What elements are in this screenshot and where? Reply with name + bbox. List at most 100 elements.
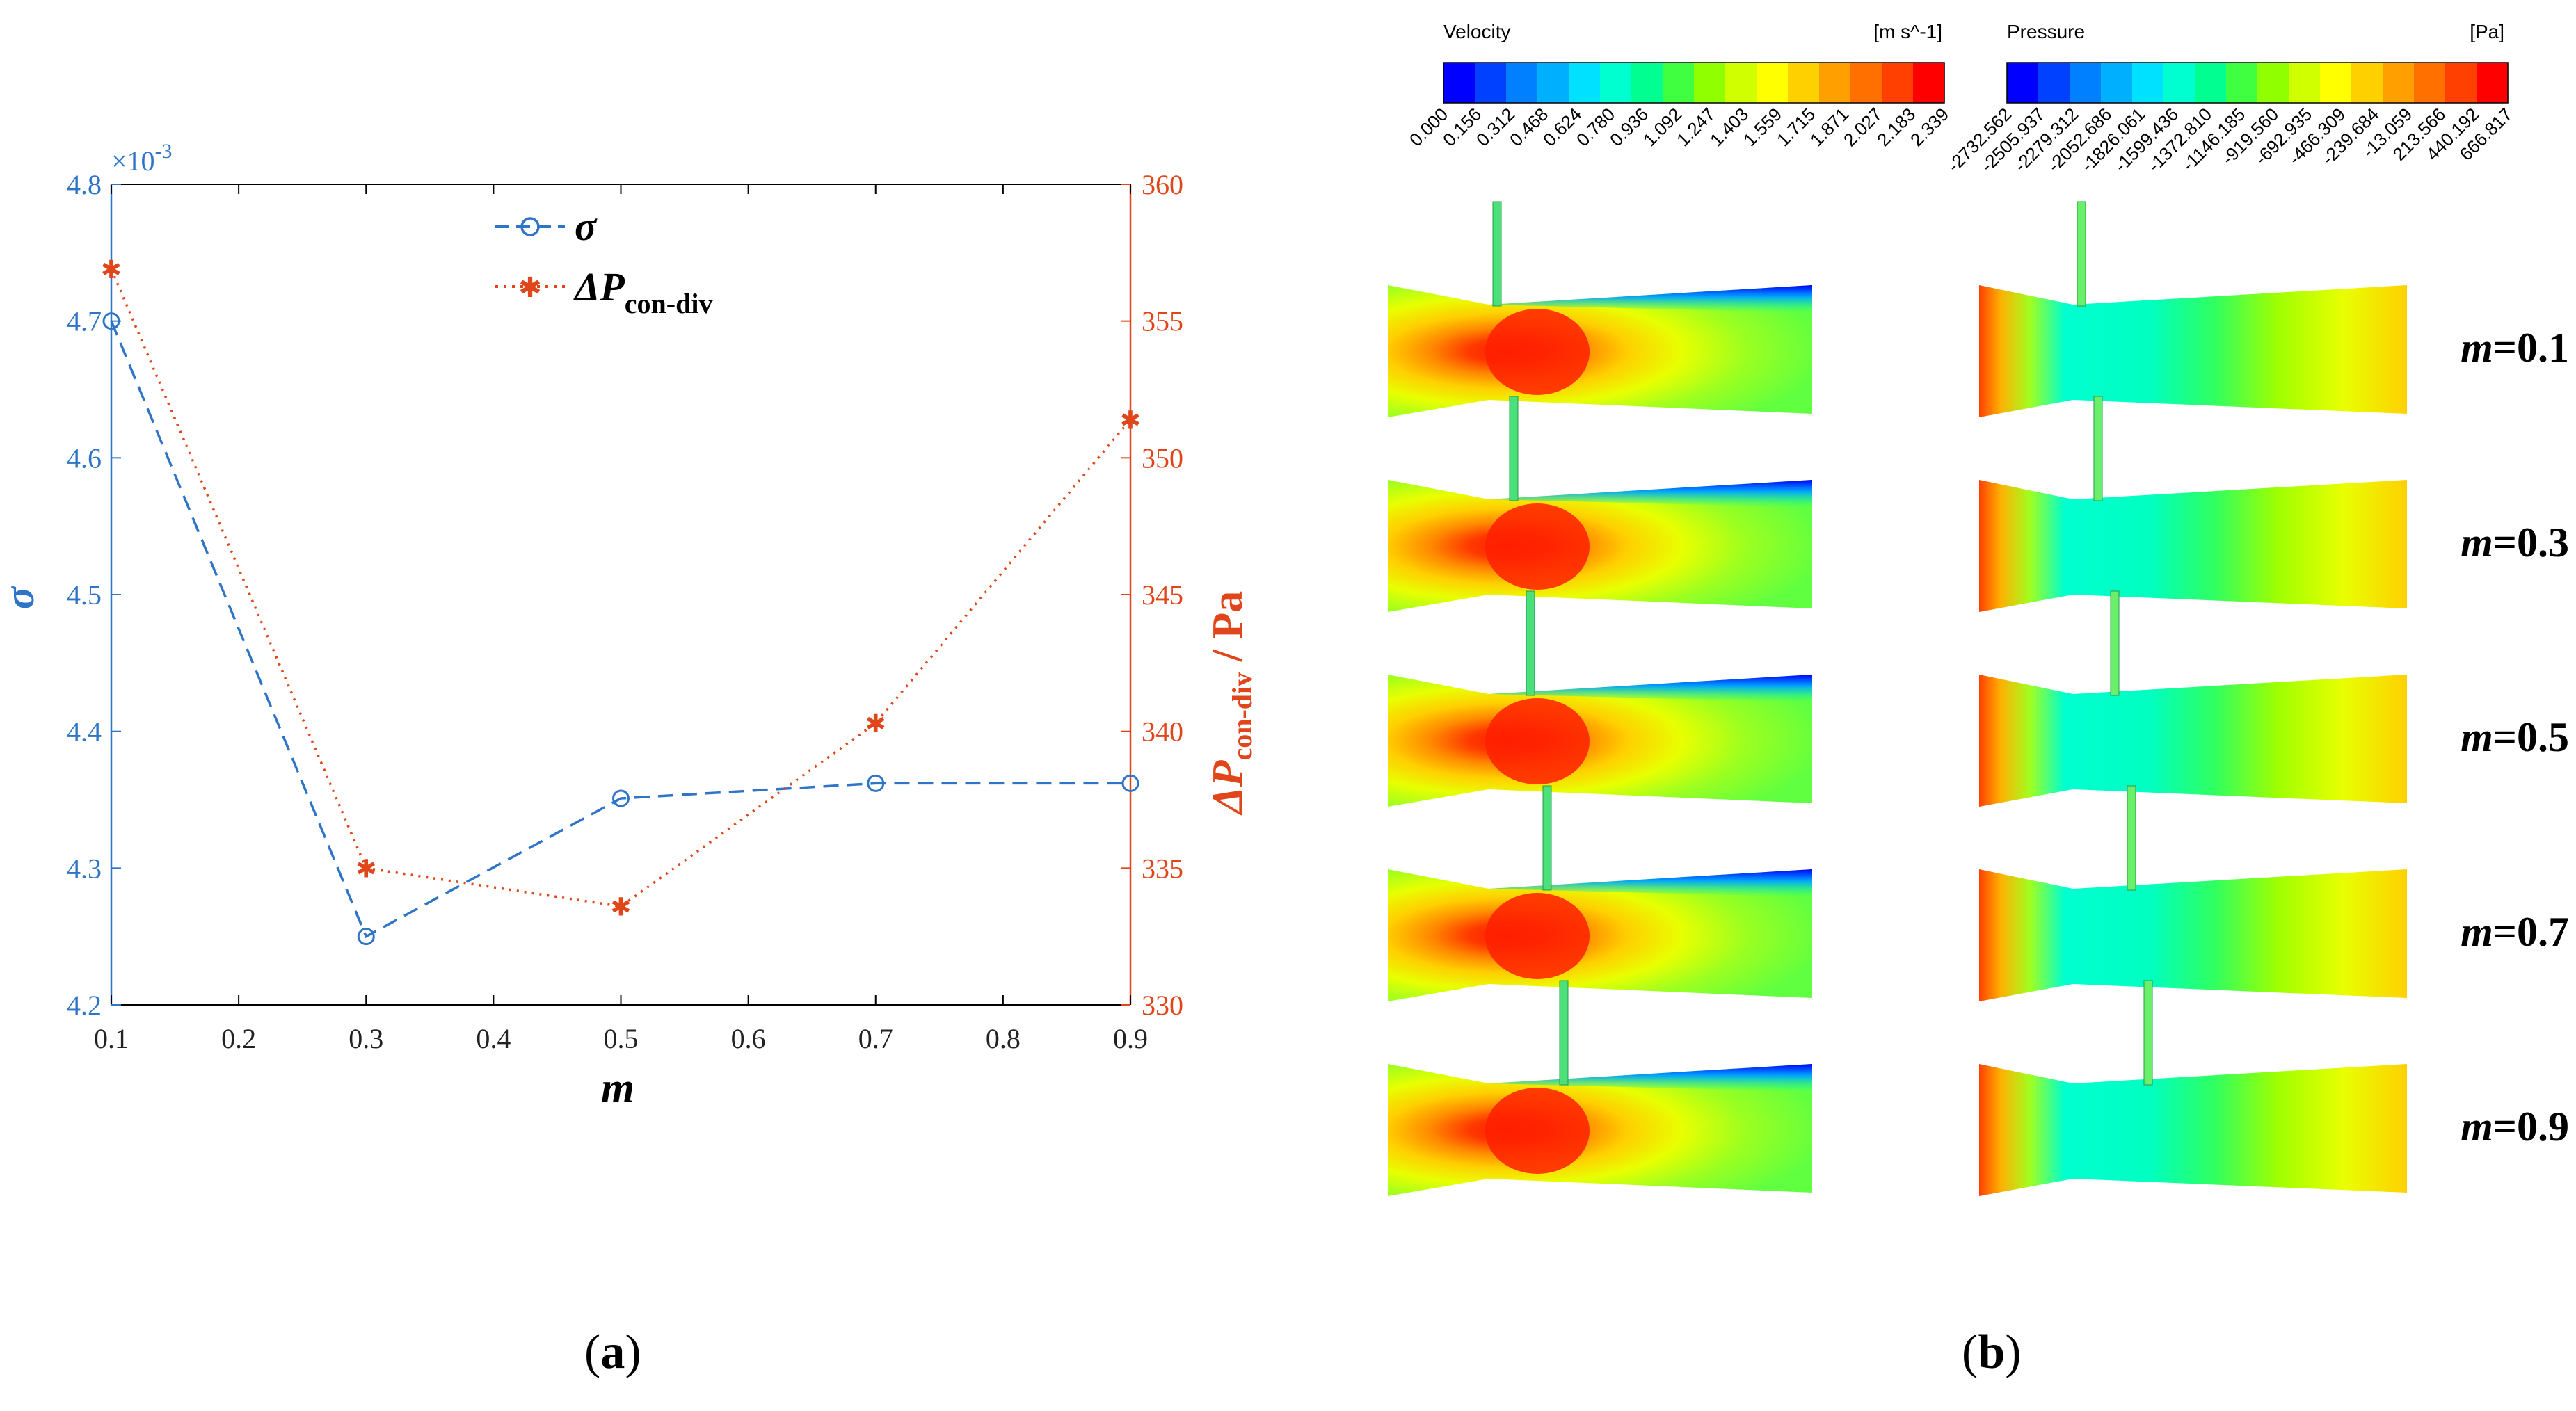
sigma-point (612, 789, 630, 807)
contour-row: m=0.5 (1388, 590, 2569, 807)
case-label-value: =0.9 (2493, 1104, 2569, 1150)
pressure-colorbar-swatch (2445, 63, 2477, 103)
velocity-colorbar-tick-label: 1.871 (1806, 104, 1853, 150)
pressure-colorbar-swatch (2320, 63, 2352, 103)
line-chart: 0.1 0.2 0.3 0.4 0.5 0.6 0.7 0.8 0.9 4.2 4.3 4.4 4.5 4… (0, 140, 1258, 1112)
velocity-colorbar-tick-label: 0.468 (1505, 104, 1552, 150)
velocity-colorbar-tick-label: 0.780 (1572, 104, 1619, 150)
dp-point: ✱ (355, 855, 376, 882)
velocity-colorbar-tick-label: 2.027 (1839, 104, 1886, 150)
x-tick-label: 0.4 (476, 1023, 511, 1054)
velocity-colorbar-swatch (1819, 63, 1851, 103)
dp-point: ✱ (865, 710, 886, 738)
velocity-colorbar-swatch (1600, 63, 1632, 103)
velocity-colorbar-tick-label: 0.936 (1606, 104, 1652, 150)
velocity-colorbar-swatch (1443, 63, 1475, 103)
axis-ticks: 0.1 0.2 0.3 0.4 0.5 0.6 0.7 0.8 0.9 4.2 4.3 4.4 4.5 4… (67, 169, 1183, 1054)
right-y-tick-label: 355 (1142, 306, 1183, 337)
velocity-colorbar-title: Velocity (1443, 21, 1511, 42)
pressure-colorbar-swatch (2351, 63, 2383, 103)
pressure-contour (1979, 675, 2407, 807)
velocity-colorbar-tick-label: 1.403 (1706, 104, 1752, 150)
caption-a: (a) (584, 1325, 641, 1379)
pressure-colorbar: Pressure [Pa] -2732.562-2505.937-2279.31… (1943, 21, 2516, 176)
velocity-contour (1388, 675, 1812, 807)
x-axis-label: m (601, 1065, 634, 1112)
velocity-colorbar-swatch (1537, 63, 1569, 103)
dp-series-line (110, 268, 1132, 908)
pressure-inlet-pipe (2093, 396, 2103, 501)
velocity-colorbar-tick-label: 2.183 (1873, 104, 1919, 150)
left-y-tick-label: 4.8 (67, 169, 102, 200)
pressure-colorbar-border (2006, 62, 2509, 104)
velocity-colorbar-swatch (1725, 63, 1757, 103)
pressure-colorbar-swatch (2163, 63, 2195, 103)
velocity-colorbar-unit: [m s^-1] (1873, 21, 1942, 42)
pressure-colorbar-swatch (2414, 63, 2446, 103)
velocity-colorbar-swatch (1913, 63, 1945, 103)
case-label-value: =0.7 (2493, 909, 2569, 955)
x-tick-label: 0.1 (94, 1023, 129, 1054)
left-y-tick-label: 4.3 (67, 853, 102, 884)
dp-point: ✱ (610, 893, 631, 921)
velocity-colorbar-tick-label: 1.247 (1672, 104, 1719, 150)
velocity-inlet-pipe (1559, 980, 1569, 1086)
pressure-colorbar-title: Pressure (2007, 21, 2085, 42)
right-axis-label: ΔPcon-div / Pa (1204, 591, 1258, 816)
x-tick-label: 0.5 (604, 1023, 639, 1054)
pressure-colorbar-swatch (2038, 63, 2070, 103)
right-y-tick-label: 345 (1142, 579, 1183, 611)
case-label: m=0.9 (2461, 1104, 2569, 1150)
velocity-colorbar-swatch (1788, 63, 1820, 103)
velocity-colorbar-swatch (1631, 63, 1663, 103)
velocity-colorbar-swatch (1475, 63, 1507, 103)
case-label: m=0.5 (2461, 714, 2569, 760)
dp-point: ✱ (1120, 406, 1141, 434)
velocity-colorbar-swatch (1694, 63, 1726, 103)
velocity-colorbar-swatch (1850, 63, 1882, 103)
axis-labels: ×10-3 σ ΔPcon-div / Pa m σ ✱ ΔPcon-div (0, 140, 1258, 1112)
pressure-colorbar-swatch (2257, 63, 2289, 103)
velocity-core (1485, 1088, 1590, 1174)
x-tick-label: 0.2 (221, 1023, 256, 1054)
pressure-colorbar-swatch (2195, 63, 2227, 103)
velocity-colorbar-swatch (1506, 63, 1538, 103)
velocity-wall-layer (1489, 1064, 1812, 1092)
pressure-contour (1979, 1064, 2407, 1196)
velocity-core (1485, 698, 1590, 784)
sigma-point (102, 312, 120, 330)
velocity-inlet-pipe (1492, 201, 1502, 307)
case-label-value: =0.3 (2493, 519, 2569, 565)
pressure-colorbar-swatch (2289, 63, 2321, 103)
case-label-variable: m (2461, 325, 2493, 371)
velocity-core (1485, 503, 1590, 590)
velocity-colorbar-tick-label: 0.156 (1439, 104, 1485, 150)
pressure-contour (1979, 869, 2407, 1001)
x-tick-label: 0.3 (349, 1023, 383, 1054)
velocity-colorbar-tick-label: 0.312 (1472, 104, 1519, 150)
pressure-contour (1979, 480, 2407, 612)
velocity-core (1485, 309, 1590, 395)
pressure-colorbar-swatch (2383, 63, 2415, 103)
left-y-tick-label: 4.5 (67, 579, 102, 611)
caption-b: (b) (1962, 1325, 2022, 1379)
velocity-colorbar-tick-label: 1.715 (1773, 104, 1819, 150)
legend-dp-marker: ✱ (518, 272, 542, 303)
right-y-tick-label: 350 (1142, 442, 1183, 474)
pressure-colorbar-swatch (2070, 63, 2102, 103)
x-tick-label: 0.6 (731, 1023, 766, 1054)
velocity-colorbar-tick-label: 2.339 (1906, 104, 1953, 150)
velocity-colorbar-border (1443, 62, 1945, 104)
velocity-colorbar-ticks: 0.0000.1560.3120.4680.6240.7800.9361.092… (1405, 104, 1953, 150)
left-y-tick-label: 4.6 (67, 442, 102, 474)
velocity-contour (1388, 285, 1812, 417)
contour-figure: Velocity [m s^-1] 0.0000.1560.3120.4680.… (1388, 21, 2569, 1196)
x-tick-label: 0.7 (858, 1023, 893, 1054)
right-y-tick-label: 340 (1142, 716, 1183, 748)
velocity-colorbar-swatch (1757, 63, 1789, 103)
pressure-contour (1979, 285, 2407, 417)
velocity-contour (1388, 1064, 1812, 1196)
sigma-point (1121, 774, 1139, 792)
pressure-colorbar-swatch (2132, 63, 2164, 103)
case-label-variable: m (2461, 519, 2493, 565)
